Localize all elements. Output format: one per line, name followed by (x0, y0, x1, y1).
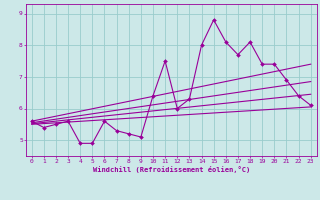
X-axis label: Windchill (Refroidissement éolien,°C): Windchill (Refroidissement éolien,°C) (92, 166, 250, 173)
